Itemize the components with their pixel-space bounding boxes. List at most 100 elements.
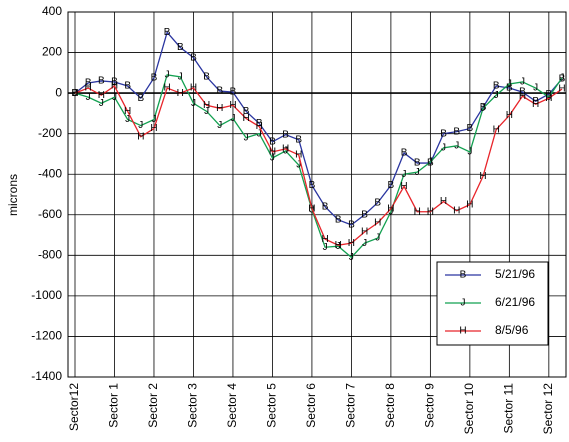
point-marker: B	[348, 220, 355, 231]
x-tick-label: Sector 4	[225, 383, 239, 428]
point-marker: J	[99, 98, 104, 109]
point-marker: J	[125, 114, 130, 125]
y-axis-label: microns	[6, 174, 20, 216]
point-marker: J	[481, 103, 486, 114]
x-tick-label: Sector 9	[423, 383, 437, 428]
point-marker: H	[295, 150, 302, 161]
point-marker: B	[137, 93, 144, 104]
point-marker: H	[321, 234, 328, 245]
point-marker: H	[414, 206, 421, 217]
y-tick-label: -1400	[31, 369, 62, 383]
y-tick-label: -400	[38, 166, 62, 180]
point-marker: J	[467, 147, 472, 158]
point-marker: B	[519, 87, 526, 98]
x-tick-label: Sector 7	[344, 383, 358, 428]
point-marker: H	[453, 205, 460, 216]
point-marker: J	[428, 157, 433, 168]
point-marker: J	[520, 77, 525, 88]
point-marker: H	[308, 203, 315, 214]
point-marker: H	[506, 110, 513, 121]
point-marker: B	[111, 77, 118, 88]
point-marker: H	[242, 113, 249, 124]
legend-label: 5/21/96	[495, 267, 535, 281]
point-marker: B	[493, 81, 500, 92]
point-marker: H	[177, 88, 184, 99]
point-marker: H	[203, 100, 210, 111]
point-marker: B	[216, 86, 223, 97]
point-marker: J	[204, 106, 209, 117]
point-marker: J	[323, 242, 328, 253]
point-marker: J	[533, 83, 538, 94]
point-marker: H	[282, 144, 289, 155]
point-marker: H	[111, 81, 118, 92]
point-marker: B	[361, 209, 368, 220]
point-marker: H	[361, 227, 368, 238]
point-marker: J	[402, 169, 407, 180]
point-marker: B	[124, 81, 131, 92]
point-marker: H	[440, 196, 447, 207]
x-tick-label: Sector 2	[146, 383, 160, 428]
point-marker: B	[230, 87, 237, 98]
point-marker: B	[98, 76, 105, 87]
point-marker: H	[374, 218, 381, 229]
point-marker: B	[427, 158, 434, 169]
point-marker: B	[440, 128, 447, 139]
y-tick-label: -1000	[31, 288, 62, 302]
point-marker: H	[85, 83, 92, 94]
point-marker: H	[348, 238, 355, 249]
plot-border	[67, 11, 567, 378]
point-marker: B	[164, 27, 171, 38]
x-tick-label: Sector 11	[502, 383, 516, 434]
point-marker: J	[546, 92, 551, 103]
point-marker: J	[151, 114, 156, 125]
x-tick-label: Sector 5	[265, 383, 279, 428]
point-marker: J	[283, 146, 288, 157]
point-marker: J	[336, 241, 341, 252]
point-marker: J	[257, 128, 262, 139]
x-tick-label: Sector 6	[304, 383, 318, 428]
point-marker: J	[362, 238, 367, 249]
point-marker: B	[243, 106, 250, 117]
point-marker: J	[86, 92, 91, 103]
point-marker: B	[374, 197, 381, 208]
point-marker: B	[453, 126, 460, 137]
point-marker: B	[295, 134, 302, 145]
point-marker: J	[244, 132, 249, 143]
point-marker: B	[269, 136, 276, 147]
x-tick-label: Sector 12	[541, 383, 555, 435]
point-marker: J	[178, 72, 183, 83]
x-tick-label: Sector 10	[462, 383, 476, 435]
point-marker: H	[269, 147, 276, 158]
point-marker: B	[388, 180, 395, 191]
point-marker: H	[400, 181, 407, 192]
legend-marker: H	[459, 326, 466, 337]
point-marker: J	[270, 153, 275, 164]
series-line	[74, 74, 563, 259]
point-marker: H	[532, 99, 539, 110]
legend-marker: B	[460, 270, 467, 281]
series-line	[74, 85, 563, 246]
point-marker: B	[506, 83, 513, 94]
point-marker: B	[190, 52, 197, 63]
point-marker: J	[138, 120, 143, 131]
point-marker: J	[296, 160, 301, 171]
point-marker: H	[216, 103, 223, 114]
point-marker: J	[217, 120, 222, 131]
point-marker: J	[507, 79, 512, 90]
point-marker: B	[467, 123, 474, 134]
point-marker: H	[150, 123, 157, 134]
point-marker: J	[560, 73, 565, 84]
point-marker: J	[494, 90, 499, 101]
point-marker: J	[73, 88, 78, 99]
point-marker: B	[546, 89, 553, 100]
point-marker: B	[532, 96, 539, 107]
point-marker: J	[415, 167, 420, 178]
x-tick-label: Sector12	[67, 383, 81, 431]
point-marker: H	[335, 240, 342, 251]
series-line	[74, 30, 563, 226]
point-marker: H	[519, 91, 526, 102]
point-marker: B	[335, 214, 342, 225]
y-tick-label: -600	[38, 207, 62, 221]
